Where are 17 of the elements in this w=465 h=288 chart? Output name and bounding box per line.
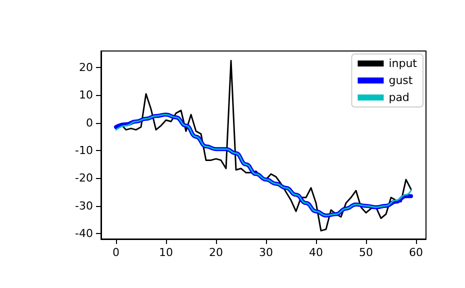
x-tick-label: 30: [259, 246, 273, 259]
y-tick-label: 20: [79, 61, 93, 74]
legend-label: input: [388, 57, 418, 70]
legend-label: gust: [388, 74, 414, 87]
x-tick-label: 50: [359, 246, 373, 259]
x-tick-label: 40: [309, 246, 323, 259]
y-tick-label: 10: [79, 88, 93, 102]
y-tick-label: -30: [75, 199, 93, 212]
legend-label: pad: [388, 91, 410, 104]
y-tick-label: -10: [75, 144, 93, 158]
y-tick-label: 0: [86, 116, 93, 130]
x-tick-label: 60: [409, 246, 423, 259]
y-tick-label: -20: [75, 172, 93, 185]
x-tick-label: 10: [159, 246, 173, 259]
x-tick-label: 20: [209, 246, 223, 259]
x-tick-label: 0: [112, 246, 120, 259]
y-tick-label: -40: [75, 226, 93, 240]
